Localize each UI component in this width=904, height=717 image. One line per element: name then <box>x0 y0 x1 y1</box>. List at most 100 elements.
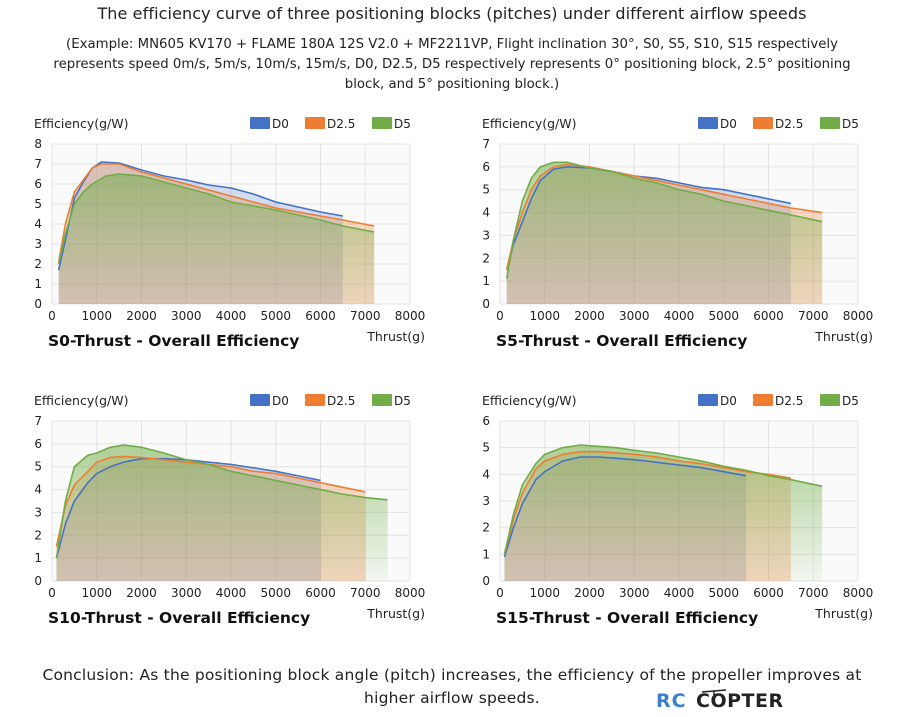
x-axis-label: Thrust(g) <box>366 329 425 344</box>
x-tick-label: 0 <box>496 586 504 600</box>
series-line-D2_5 <box>505 163 823 270</box>
y-tick-label: 1 <box>482 547 490 561</box>
logo-rotor-icon <box>701 689 727 695</box>
y-tick-label: 4 <box>34 483 42 497</box>
x-tick-label: 8000 <box>395 309 426 323</box>
x-tick-label: 4000 <box>664 586 695 600</box>
x-tick-label: 2000 <box>574 586 605 600</box>
x-tick-label: 7000 <box>350 309 381 323</box>
y-tick-label: 6 <box>482 414 490 428</box>
legend-swatch-D2_5 <box>753 394 773 406</box>
x-axis-label: Thrust(g) <box>814 606 873 621</box>
x-tick-label: 8000 <box>843 586 874 600</box>
x-tick-label: 5000 <box>708 309 739 323</box>
y-tick-label: 4 <box>482 467 490 481</box>
legend-label: D0 <box>720 117 737 131</box>
x-tick-label: 4000 <box>216 309 247 323</box>
legend-swatch-D5 <box>372 394 392 406</box>
chart-s5: 0 1 2 3 4 5 6 7 0 1000 2000 3000 4000 5000 6000 7000 800… <box>482 116 874 350</box>
x-tick-label: 0 <box>48 309 56 323</box>
x-tick-label: 5000 <box>708 586 739 600</box>
y-tick-label: 2 <box>34 528 42 542</box>
logo-rc-text: RC <box>656 690 687 712</box>
y-tick-label: 5 <box>34 197 42 211</box>
chart-s15: 0 1 2 3 4 5 6 0 1000 2000 3000 4000 5000 6000 7000 8000… <box>482 393 874 627</box>
legend-swatch-D2_5 <box>753 117 773 129</box>
conclusion-text: Conclusion: As the positioning block ang… <box>42 666 862 707</box>
legend-label: D2.5 <box>327 117 355 131</box>
x-tick-label: 7000 <box>798 309 829 323</box>
legend-label: D0 <box>272 117 289 131</box>
y-tick-label: 0 <box>34 297 42 311</box>
x-tick-label: 3000 <box>171 586 202 600</box>
series-line-D2_5 <box>503 450 792 555</box>
y-tick-label: 2 <box>34 257 42 271</box>
legend-label: D5 <box>394 394 411 408</box>
x-axis-label: Thrust(g) <box>814 329 873 344</box>
chart-title: S15-Thrust - Overall Efficiency <box>496 609 758 627</box>
y-tick-label: 7 <box>482 137 490 151</box>
series-line-D5 <box>57 173 375 265</box>
x-tick-label: 6000 <box>753 309 784 323</box>
x-tick-label: 6000 <box>305 309 336 323</box>
x-tick-label: 0 <box>496 309 504 323</box>
rc-copter-logo: RC COPTER <box>656 689 784 712</box>
y-tick-label: 0 <box>34 574 42 588</box>
x-tick-label: 2000 <box>126 586 157 600</box>
series-line-D5 <box>505 161 823 279</box>
y-tick-label: 3 <box>482 228 490 242</box>
area-D5 <box>58 174 375 304</box>
y-axis-label: Efficiency(g/W) <box>34 393 128 408</box>
chart-s0: 0 1 2 3 4 5 6 7 8 0 1000 2000 3000 4000 5000 6000 7000 80… <box>34 116 426 350</box>
y-tick-label: 5 <box>34 460 42 474</box>
x-tick-label: 3000 <box>619 586 650 600</box>
y-tick-label: 5 <box>482 441 490 455</box>
legend-label: D0 <box>272 394 289 408</box>
y-tick-label: 1 <box>34 551 42 565</box>
legend-label: D2.5 <box>775 394 803 408</box>
y-axis-label: Efficiency(g/W) <box>34 116 128 131</box>
legend-swatch-D2_5 <box>305 394 325 406</box>
x-tick-label: 8000 <box>843 309 874 323</box>
logo-copter-text: COPTER <box>696 690 784 712</box>
legend-label: D2.5 <box>775 117 803 131</box>
x-tick-label: 3000 <box>619 309 650 323</box>
x-tick-label: 1000 <box>81 309 112 323</box>
legend-label: D5 <box>394 117 411 131</box>
legend-swatch-D0 <box>250 117 270 129</box>
y-tick-label: 8 <box>34 137 42 151</box>
x-tick-label: 4000 <box>216 586 247 600</box>
x-tick-label: 1000 <box>529 586 560 600</box>
x-tick-label: 6000 <box>305 586 336 600</box>
x-tick-label: 6000 <box>753 586 784 600</box>
legend-swatch-D5 <box>820 117 840 129</box>
page-subtitle: (Example: MN605 KV170 + FLAME 180A 12S V… <box>53 37 851 92</box>
y-tick-label: 6 <box>34 177 42 191</box>
series-line-D2_5 <box>57 163 375 263</box>
y-tick-label: 2 <box>482 521 490 535</box>
y-tick-label: 0 <box>482 574 490 588</box>
series-line-D5 <box>503 444 823 555</box>
chart-s10: 0 1 2 3 4 5 6 7 0 1000 2000 3000 4000 5000 6000 7000 800… <box>34 393 425 627</box>
x-tick-label: 7000 <box>798 586 829 600</box>
page-title: The efficiency curve of three positionin… <box>97 4 807 23</box>
legend-swatch-D5 <box>820 394 840 406</box>
legend-swatch-D0 <box>250 394 270 406</box>
legend-swatch-D0 <box>698 117 718 129</box>
series-line-D0 <box>503 456 747 558</box>
area-D5 <box>506 162 823 304</box>
series-line-D5 <box>55 444 388 559</box>
y-tick-label: 3 <box>482 494 490 508</box>
y-tick-label: 5 <box>482 183 490 197</box>
y-tick-label: 3 <box>34 237 42 251</box>
legend-swatch-D5 <box>372 117 392 129</box>
y-tick-label: 6 <box>34 437 42 451</box>
y-tick-label: 0 <box>482 297 490 311</box>
chart-title: S10-Thrust - Overall Efficiency <box>48 609 310 627</box>
x-tick-label: 2000 <box>126 309 157 323</box>
x-tick-label: 3000 <box>171 309 202 323</box>
y-tick-label: 3 <box>34 505 42 519</box>
chart-title: S5-Thrust - Overall Efficiency <box>496 332 747 350</box>
legend-swatch-D0 <box>698 394 718 406</box>
y-tick-label: 4 <box>482 206 490 220</box>
